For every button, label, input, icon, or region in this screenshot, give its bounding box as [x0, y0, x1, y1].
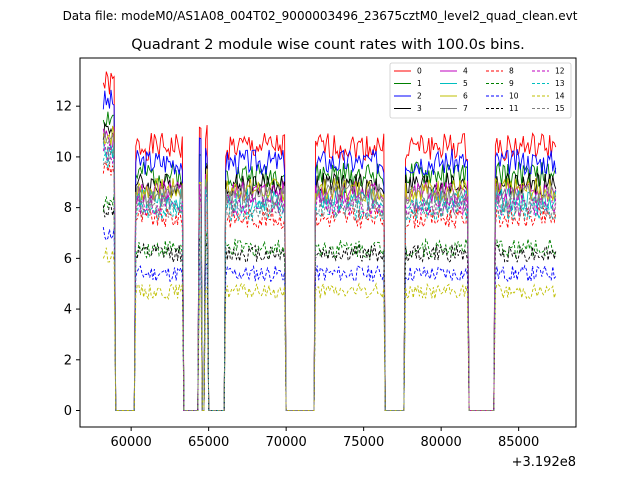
x-tick-label: 65000: [188, 435, 229, 450]
chart-title: Quadrant 2 module wise count rates with …: [131, 37, 525, 53]
x-tick-label: 75000: [343, 435, 384, 450]
series-line-14: [102, 247, 557, 411]
legend-label-3: 3: [417, 104, 422, 113]
legend-label-4: 4: [463, 67, 468, 76]
y-tick-label: 4: [64, 303, 72, 318]
x-axis: 60000 65000 70000 75000 80000 85000: [110, 427, 539, 450]
legend-label-14: 14: [555, 92, 565, 101]
y-tick-label: 8: [64, 201, 72, 216]
y-tick-label: 2: [64, 353, 72, 368]
legend-label-6: 6: [463, 92, 468, 101]
x-tick-label: 70000: [265, 435, 306, 450]
legend-label-1: 1: [417, 79, 422, 88]
legend-label-10: 10: [509, 92, 519, 101]
legend-label-5: 5: [463, 79, 468, 88]
x-tick-label: 80000: [420, 435, 461, 450]
legend-label-2: 2: [417, 92, 422, 101]
plot-area: [79, 57, 577, 428]
legend-label-12: 12: [555, 67, 565, 76]
legend-label-9: 9: [509, 79, 514, 88]
series-line-8: [102, 162, 557, 411]
legend-label-11: 11: [509, 104, 519, 113]
axes-frame: [79, 57, 577, 428]
series-line-13: [102, 148, 557, 411]
legend-label-15: 15: [555, 104, 565, 113]
legend-label-8: 8: [509, 67, 514, 76]
x-tick-label: 60000: [110, 435, 151, 450]
y-tick-label: 10: [55, 150, 72, 165]
x-offset-label: +3.192e8: [512, 455, 576, 470]
series-group: [102, 71, 557, 411]
legend-box: [389, 62, 572, 119]
legend-label-13: 13: [555, 79, 565, 88]
legend-label-7: 7: [463, 104, 468, 113]
x-tick-label: 85000: [498, 435, 539, 450]
y-tick-label: 12: [55, 100, 72, 115]
legend-label-0: 0: [417, 67, 422, 76]
series-line-12: [102, 144, 557, 411]
y-axis: 0 2 4 6 8 10 12: [55, 100, 80, 419]
suptitle: Data file: modeM0/AS1A08_004T02_90000034…: [63, 9, 578, 23]
series-line-15: [102, 145, 557, 411]
y-tick-label: 0: [64, 404, 72, 419]
y-tick-label: 6: [64, 252, 72, 267]
